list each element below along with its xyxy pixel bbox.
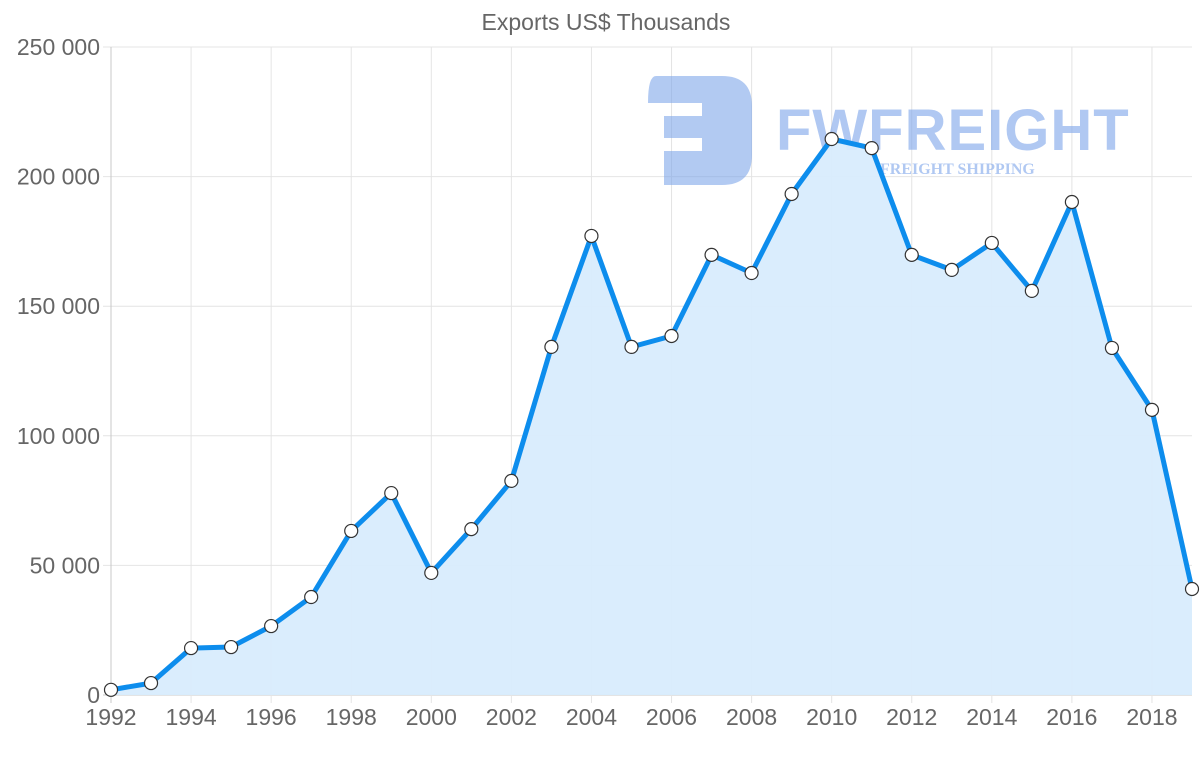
y-axis-labels: 0 50 000 100 000 150 000 200 000 250 000 [17, 34, 100, 708]
x-tick-label: 1994 [165, 704, 216, 730]
data-point-2007[interactable]: 2007: 169800 [704, 247, 719, 262]
data-point-2012[interactable]: 2012: 169800 [904, 247, 919, 262]
x-tick-label: 1998 [326, 704, 377, 730]
y-tick-label: 50 000 [30, 552, 100, 578]
data-point-2006[interactable]: 2006: 138500 [664, 328, 679, 344]
data-point-1998[interactable]: 1998: 63300 [344, 523, 359, 539]
data-point-1993[interactable]: 1993: 4600 [143, 675, 159, 691]
series-line [108, 136, 1195, 693]
data-point-1994[interactable]: 1994: 18100 [183, 640, 199, 656]
x-tick-label: 2004 [566, 704, 617, 730]
y-tick-label: 200 000 [17, 164, 100, 190]
data-point-2013[interactable]: 2013: 164000 [944, 262, 959, 278]
data-point-2018[interactable]: 2018: 110000 [1144, 402, 1160, 417]
data-point-2016[interactable]: 2016: 190200 [1064, 194, 1079, 210]
x-tick-label: 1992 [85, 704, 136, 730]
x-tick-label: 2010 [806, 704, 857, 730]
x-tick-label: 2016 [1046, 704, 1097, 730]
data-point-2005[interactable]: 2005: 134300 [624, 339, 639, 354]
x-tick-label: 1996 [246, 704, 297, 730]
data-point-2019[interactable]: 2019: 40900 [1184, 581, 1200, 597]
y-tick-label: 150 000 [17, 293, 100, 319]
data-point-2010[interactable]: 2010: 214500 [824, 131, 839, 147]
x-tick-label: 2018 [1126, 704, 1177, 730]
area-fill [111, 139, 1192, 695]
data-point-2008[interactable]: 2008: 162800 [744, 265, 759, 281]
y-tick-label: 250 000 [17, 34, 100, 60]
data-point-2001[interactable]: 2001: 64000 [464, 522, 479, 537]
data-point-2014[interactable]: 2014: 174400 [984, 235, 999, 251]
data-point-1995[interactable]: 1995: 18500 [224, 639, 239, 655]
y-tick-label: 100 000 [17, 423, 100, 449]
x-axis-labels: 1992 1994 1996 1998 2000 2002 2004 2006 2008 2010… [85, 704, 1177, 730]
x-tick-label: 2008 [726, 704, 777, 730]
data-point-1992[interactable]: 1992: 2000 [103, 682, 119, 697]
x-tick-label: 2014 [966, 704, 1017, 730]
x-tick-label: 2012 [886, 704, 937, 730]
data-point-2000[interactable]: 2000: 47100 [424, 565, 439, 581]
data-point-2003[interactable]: 2003: 134300 [544, 339, 559, 354]
fwfreight-logo-icon [648, 76, 752, 185]
watermark-tagline: FREIGHT SHIPPING [880, 161, 1035, 178]
chart-title: Exports US$ Thousands [482, 9, 731, 35]
x-tick-label: 2006 [646, 704, 697, 730]
data-point-2004[interactable]: 2004: 177100 [584, 228, 599, 244]
data-point-1999[interactable]: 1999: 77900 [384, 485, 399, 501]
data-point-2002[interactable]: 2002: 82600 [504, 473, 519, 489]
data-point-2017[interactable]: 2017: 133900 [1104, 340, 1120, 356]
y-tick-label: 0 [87, 682, 100, 708]
data-point-2011[interactable]: 2011: 211000 [864, 140, 879, 156]
x-tick-label: 2000 [406, 704, 457, 730]
data-point-markers: 1992: 2000 1993: 4600 1994: 18100 1995: 185… [103, 131, 1200, 697]
watermark: FWFREIGHT FREIGHT SHIPPING [648, 76, 1129, 185]
data-point-2015[interactable]: 2015: 155900 [1024, 283, 1039, 299]
data-point-1996[interactable]: 1996: 26600 [264, 618, 279, 634]
data-point-2009[interactable]: 2009: 193300 [784, 186, 799, 202]
data-point-1997[interactable]: 1997: 37800 [304, 589, 319, 605]
x-tick-label: 2002 [486, 704, 537, 730]
